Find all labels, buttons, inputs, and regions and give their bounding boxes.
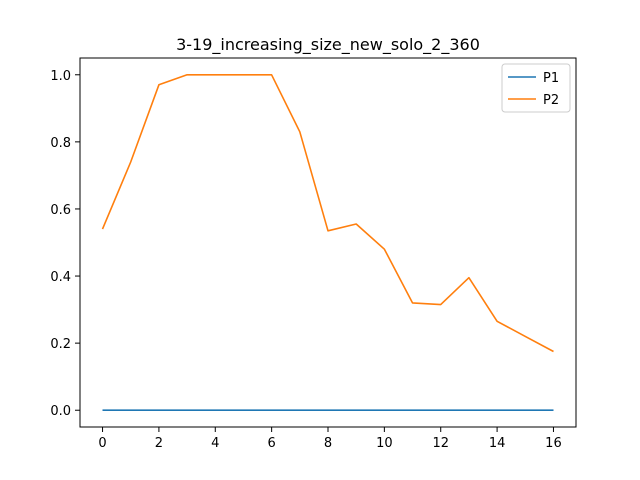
plot-area (79, 57, 577, 428)
x-tick-label: 6 (267, 436, 275, 451)
series-group (101, 74, 554, 412)
chart-title: 3-19_increasing_size_new_solo_2_360 (176, 35, 480, 55)
x-tick-label: 10 (376, 436, 393, 451)
legend-label: P1 (543, 71, 559, 86)
x-tick-label: 16 (545, 436, 562, 451)
x-tick-label: 12 (432, 436, 449, 451)
plot-frame (79, 57, 577, 428)
y-axis: 0.0 0.2 0.4 0.6 0.8 1.0 (50, 69, 80, 419)
legend-label: P2 (543, 93, 559, 108)
y-tick-label: 0.0 (50, 404, 71, 419)
y-tick-label: 1.0 (50, 69, 71, 84)
x-tick-label: 4 (211, 436, 219, 451)
y-tick-label: 0.2 (50, 337, 71, 352)
x-tick-label: 14 (489, 436, 506, 451)
x-axis: 0 2 4 6 8 10 12 14 16 (98, 427, 562, 451)
series-line-p2 (101, 74, 554, 353)
x-tick-label: 2 (155, 436, 163, 451)
y-tick-label: 0.8 (50, 136, 71, 151)
y-tick-label: 0.4 (50, 270, 71, 285)
x-tick-label: 0 (98, 436, 106, 451)
x-tick-label: 8 (324, 436, 332, 451)
y-tick-label: 0.6 (50, 203, 71, 218)
legend-frame (501, 63, 571, 113)
